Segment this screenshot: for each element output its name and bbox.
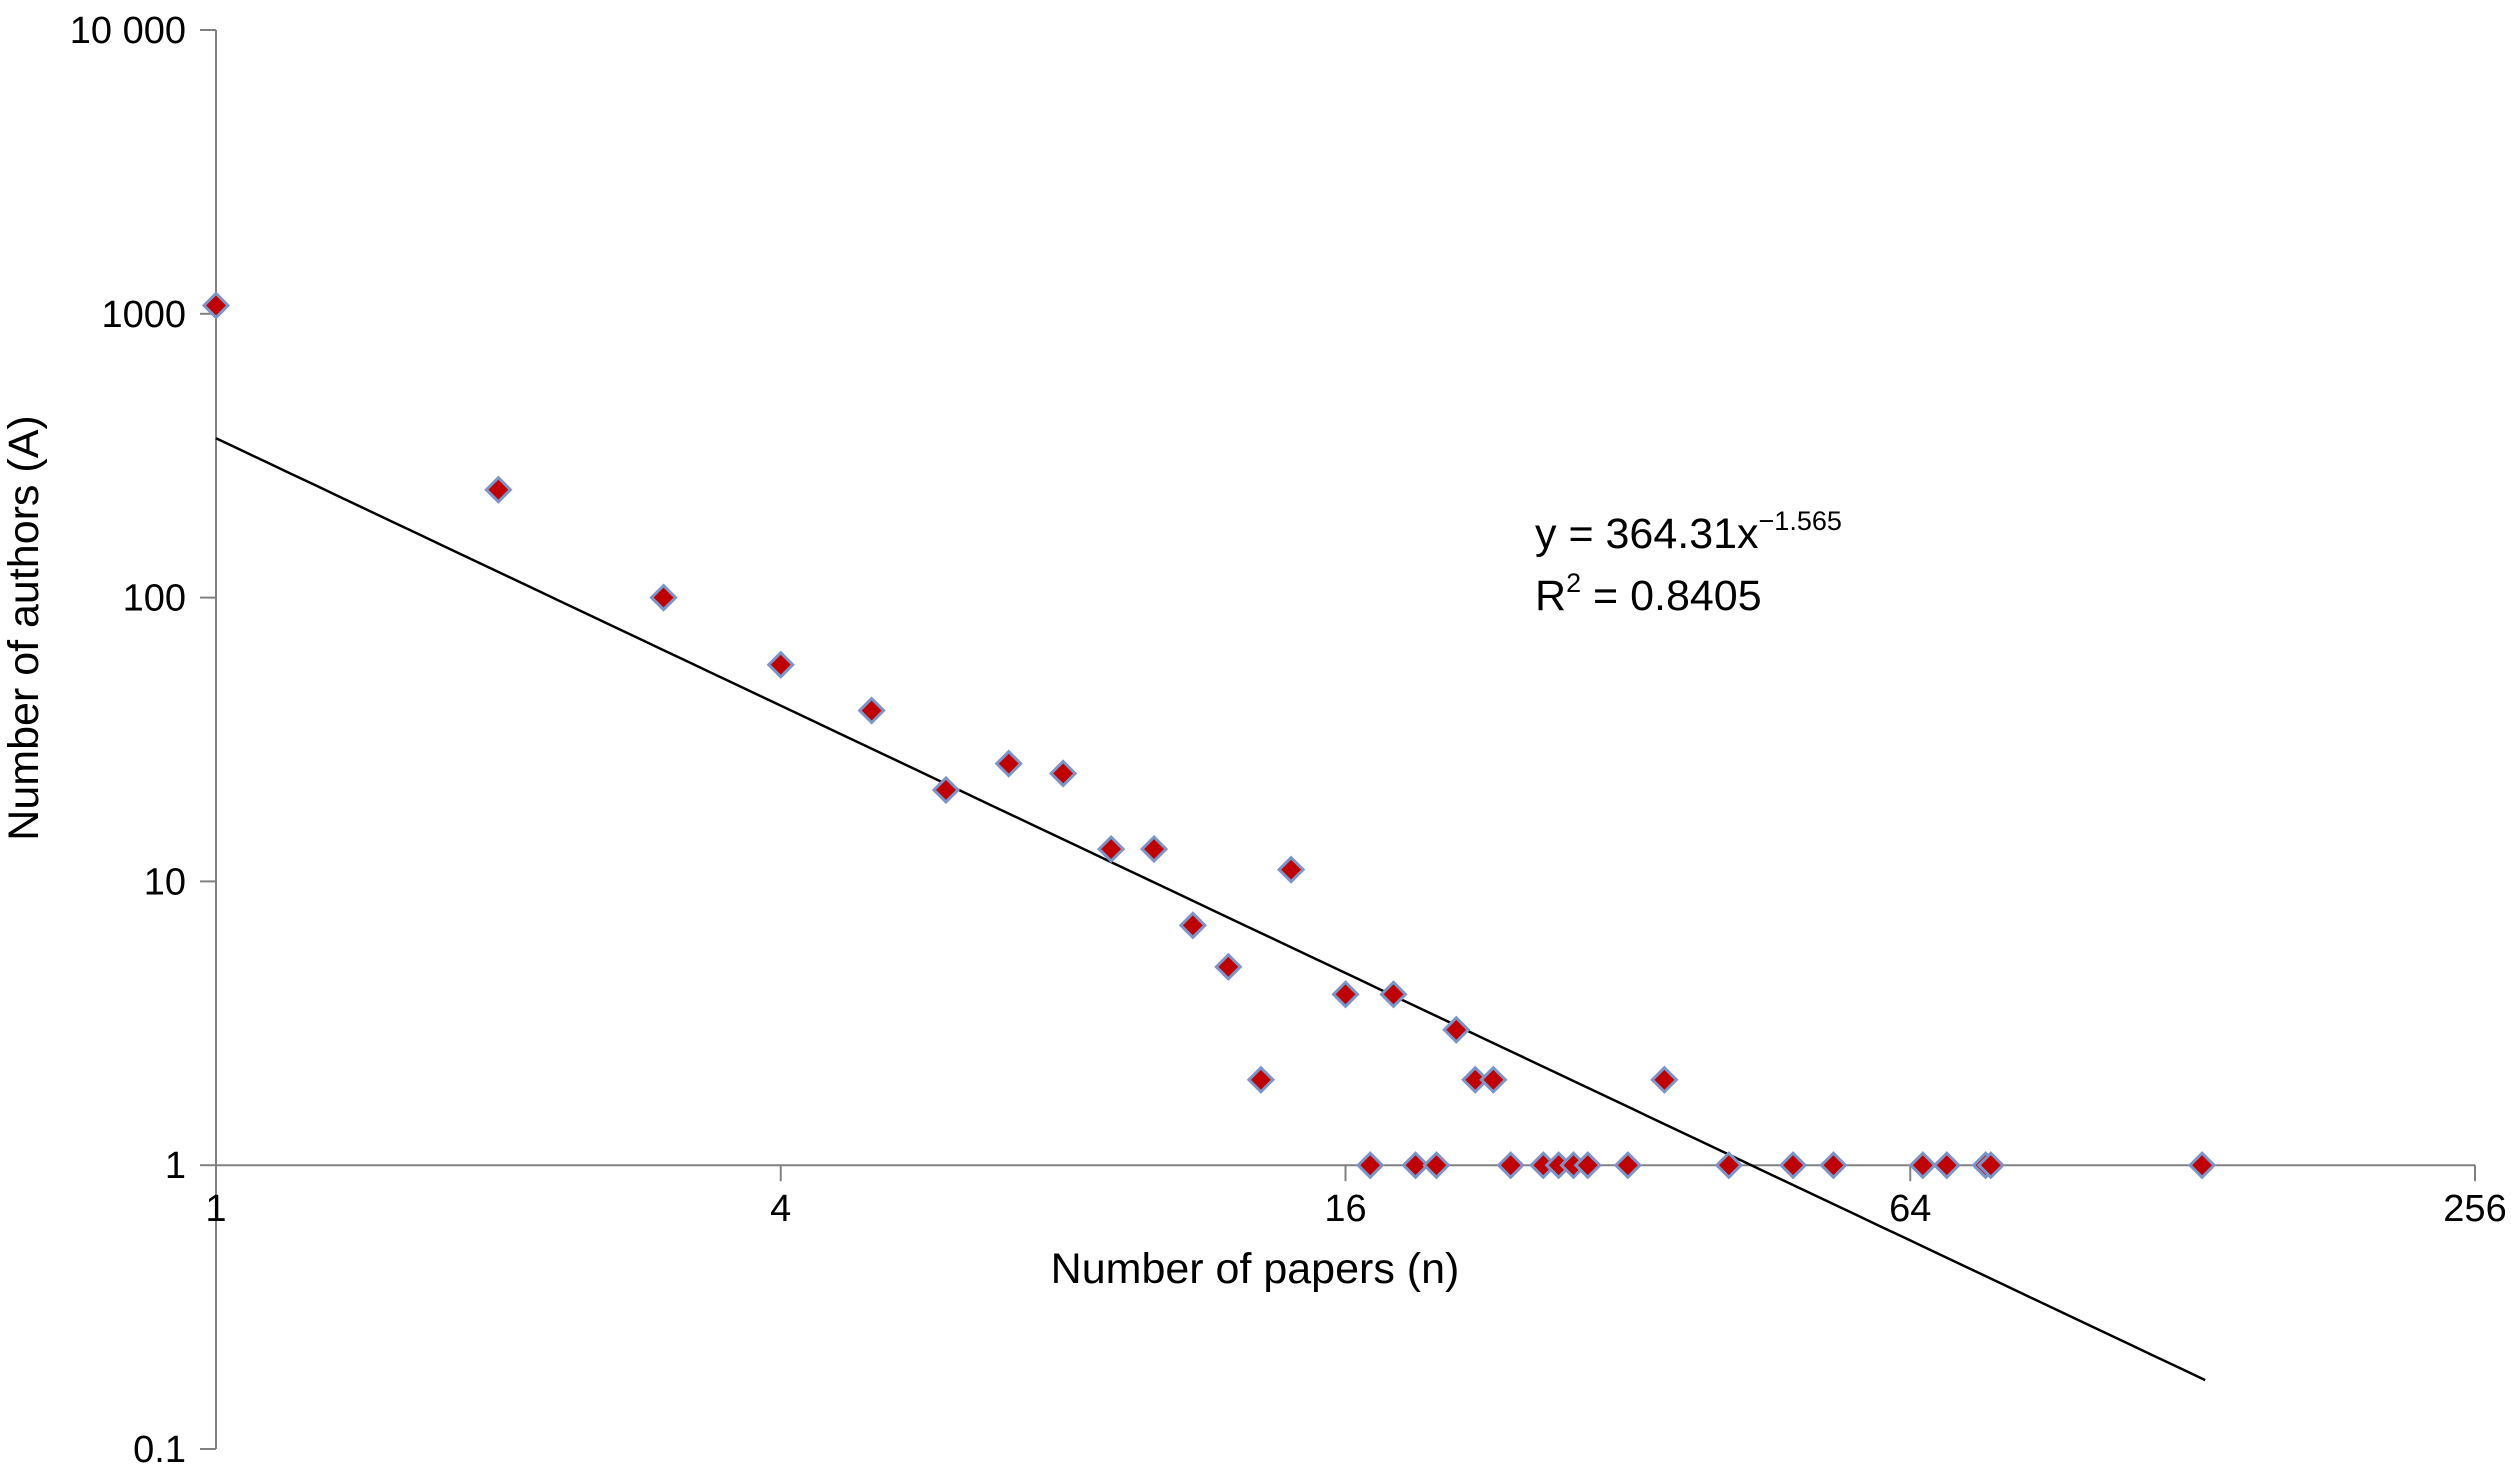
data-point [1422,1151,1451,1180]
data-point [1479,1065,1508,1094]
data-point [1613,1151,1642,1180]
data-point [1401,1151,1430,1180]
data-point [766,650,795,679]
data-point [1496,1151,1525,1180]
r-squared-label: R2 = 0.8405 [1535,568,1762,620]
axes [200,29,2476,1450]
data-point [1819,1151,1848,1180]
data-point [1331,980,1360,1009]
trendline-group [215,437,2206,1382]
data-point [1908,1151,1937,1180]
x-tick-label: 1 [205,1188,226,1230]
data-point [1139,834,1169,864]
data-point [857,696,886,725]
data-point [1932,1151,1961,1180]
data-point [1714,1151,1743,1180]
y-axis-title: Number of authors (A) [0,415,48,840]
data-point [1246,1065,1276,1094]
data-point [1442,1015,1471,1044]
data-point [1214,952,1243,981]
data-point [2187,1151,2217,1180]
data-point [1096,834,1126,864]
data-point [994,749,1023,778]
data-point [1178,911,1207,940]
data-point [1276,855,1306,884]
tick-labels: 0.1 1 10 100 1000 10 000 1 4 16 64 256 [70,10,2507,1471]
data-points [201,291,2217,1180]
y-tick-label: 1000 [101,294,186,336]
data-point [649,583,678,612]
data-point [1976,1151,2005,1180]
data-point [1650,1065,1679,1094]
y-tick-label: 1 [165,1145,186,1187]
data-point [1049,759,1078,788]
y-tick-label: 10 [144,861,186,903]
x-tick-label: 4 [770,1188,791,1230]
x-tick-label: 64 [1889,1188,1931,1230]
data-point [484,475,513,504]
data-point [1778,1151,1808,1180]
trendline-equation: y = 364.31x−1.565 [1535,506,1842,558]
data-point [1356,1151,1385,1180]
y-tick-label: 100 [123,578,186,620]
x-tick-label: 256 [2443,1188,2506,1230]
y-tick-label: 0.1 [133,1429,186,1471]
data-point [1379,980,1408,1009]
x-axis-title: Number of papers (n) [1051,1245,1460,1293]
data-point [201,291,231,320]
x-tick-label: 16 [1324,1188,1366,1230]
power-trendline [215,437,2206,1382]
data-point [1573,1151,1602,1180]
data-point [931,775,961,805]
y-tick-label: 10 000 [70,10,186,52]
